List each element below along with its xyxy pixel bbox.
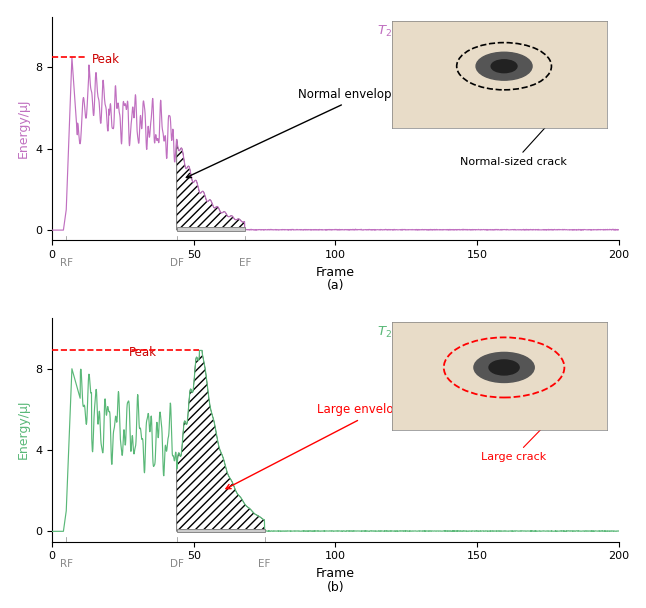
Y-axis label: Energy/μJ: Energy/μJ: [17, 400, 30, 460]
Text: Peak: Peak: [92, 53, 120, 66]
Text: (a): (a): [327, 280, 344, 292]
Text: $T_2P_4$: $T_2P_4$: [377, 325, 407, 340]
X-axis label: Frame: Frame: [316, 266, 355, 278]
Text: $T_2P_3$: $T_2P_3$: [377, 24, 407, 39]
Text: DF: DF: [170, 559, 183, 570]
Bar: [177, 529, 265, 533]
Text: Large crack: Large crack: [481, 416, 554, 462]
Text: RF: RF: [59, 559, 73, 570]
X-axis label: Frame: Frame: [316, 567, 355, 580]
Text: Normal envelope area: Normal envelope area: [186, 88, 429, 178]
Text: EF: EF: [258, 559, 271, 570]
Bar: [177, 227, 245, 231]
Text: (b): (b): [327, 581, 344, 594]
Text: EF: EF: [238, 258, 251, 268]
Text: Normal-sized crack: Normal-sized crack: [461, 122, 567, 167]
Text: RF: RF: [59, 258, 73, 268]
Text: DF: DF: [170, 258, 183, 268]
Text: Peak: Peak: [129, 346, 156, 359]
Text: Large envelope area: Large envelope area: [226, 404, 439, 489]
Y-axis label: Energy/μJ: Energy/μJ: [17, 98, 30, 158]
